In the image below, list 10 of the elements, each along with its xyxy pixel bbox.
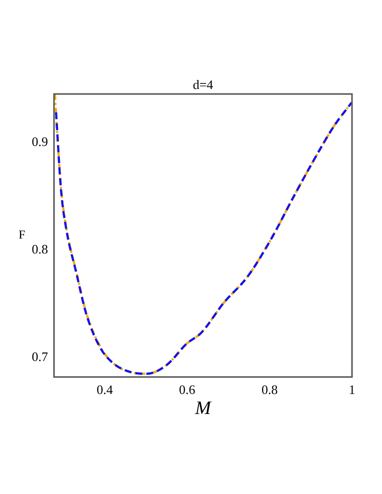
y-tick-label: 0.9	[32, 134, 48, 149]
x-axis-title: M	[194, 398, 212, 419]
chart-title: d=4	[192, 76, 214, 92]
y-tick-label: 0.8	[32, 241, 48, 256]
x-tick-label: 0.8	[261, 382, 278, 398]
y-axis-title: F	[18, 228, 26, 242]
x-tick-label: 0.6	[179, 382, 196, 398]
x-tick-label: 1	[348, 382, 356, 398]
x-tick-label: 0.4	[96, 382, 114, 398]
y-tick-label: 0.7	[32, 349, 48, 364]
